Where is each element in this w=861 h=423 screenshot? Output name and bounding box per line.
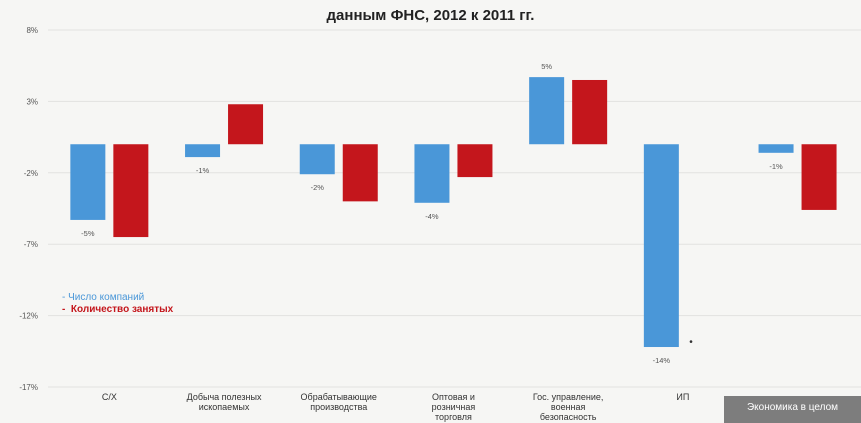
data-label: -2%	[311, 183, 325, 192]
y-tick-label: 3%	[26, 97, 38, 106]
data-label: -4%	[425, 212, 439, 221]
x-label-economy-overall: Экономика в целом	[724, 396, 861, 423]
bar-employees	[342, 144, 378, 202]
legend-label-employees: Количество занятых	[70, 304, 174, 315]
y-tick-label: -12%	[19, 312, 38, 321]
legend: - Число компаний - Количество занятых	[62, 292, 173, 316]
bar-companies	[414, 144, 450, 203]
x-tick-label: Обрабатывающие производства	[301, 392, 377, 412]
legend-item-companies: - Число компаний	[62, 292, 145, 303]
data-label: -14%	[653, 356, 671, 365]
x-axis-labels: С/Х Добыча полезных ископаемых Обрабатывающ…	[102, 392, 689, 422]
bar-companies	[758, 144, 794, 153]
x-tick-label: Гос. управление, военная безопасность	[533, 392, 604, 422]
bar-employees	[113, 144, 149, 238]
bar-employees	[801, 144, 837, 210]
y-tick-label: -2%	[24, 169, 38, 178]
legend-label-companies: Число компаний	[68, 292, 145, 303]
data-label: -1%	[769, 162, 783, 171]
y-axis-ticks: 8% 3% -2% -7% -12% -17%	[19, 26, 38, 392]
bar-employees	[457, 144, 493, 178]
x-tick-label: Добыча полезных ископаемых	[187, 392, 262, 412]
y-tick-label: 8%	[26, 26, 38, 35]
x-tick-label: С/Х	[102, 392, 117, 402]
x-tick-label: Оптовая и розничная торговля	[432, 392, 476, 422]
data-label: 5%	[541, 62, 552, 71]
y-tick-label: -7%	[24, 240, 38, 249]
chart-title: данным ФНС, 2012 к 2011 гг.	[0, 0, 861, 24]
bars	[70, 77, 837, 348]
bar-companies	[70, 144, 106, 220]
bar-employees	[572, 79, 608, 145]
bar-companies	[185, 144, 221, 158]
annotation-dot: •	[689, 337, 693, 348]
bar-companies	[643, 144, 679, 348]
gridlines	[48, 29, 861, 388]
bar-companies	[299, 144, 335, 175]
x-label-economy-overall-text: Экономика в целом	[746, 402, 839, 413]
bar-employees	[228, 104, 264, 145]
y-tick-label: -17%	[19, 383, 38, 392]
data-label: -1%	[196, 166, 210, 175]
data-labels: -5% -1% -2% -4% 5% -14% -1%	[81, 62, 783, 365]
chart-title-line-2: данным ФНС, 2012 к 2011 гг.	[326, 7, 535, 24]
data-label: -5%	[81, 229, 95, 238]
bar-companies	[529, 77, 565, 145]
annotations: •	[689, 337, 693, 348]
legend-item-employees: - Количество занятых	[62, 304, 174, 315]
x-tick-label: ИП	[676, 392, 689, 402]
